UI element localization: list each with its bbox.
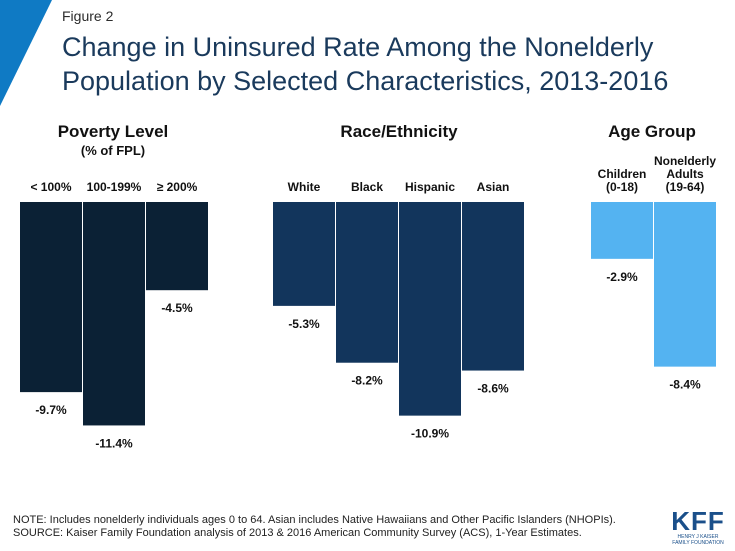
- value-label: -9.7%: [35, 403, 67, 417]
- value-label: -10.9%: [411, 427, 449, 441]
- logo-subline: HENRY J KAISER: [677, 534, 719, 540]
- category-label: ≥ 200%: [157, 180, 198, 194]
- corner-triangle: [0, 0, 52, 106]
- value-label: -5.3%: [288, 317, 320, 331]
- group-subtitle-poverty: (% of FPL): [80, 143, 146, 158]
- value-label: -8.4%: [669, 378, 701, 392]
- category-label: Asian: [477, 180, 510, 194]
- bar-black: [336, 202, 398, 363]
- category-label: Hispanic: [405, 180, 455, 194]
- figure-label: Figure 2: [62, 8, 114, 24]
- group-title-poverty: Poverty Level: [57, 122, 169, 141]
- logo-wordmark: KFF: [671, 506, 725, 536]
- note-line: NOTE: Includes nonelderly individuals ag…: [13, 514, 616, 526]
- category-label: White: [288, 180, 321, 194]
- bar-100-199: [83, 202, 145, 426]
- value-label: -8.2%: [351, 374, 383, 388]
- bar-chart: < 100% -9.7% 100-199% -11.4% ≥ 200% -4.5% Whit…: [20, 154, 716, 450]
- category-label: 100-199%: [87, 180, 142, 194]
- category-label: Children (0-18): [598, 167, 647, 194]
- bar-nonelderly-adults-19-64: [654, 202, 716, 367]
- footnote: NOTE: Includes nonelderly individuals ag…: [13, 514, 653, 540]
- bar-200: [146, 202, 208, 291]
- page-title: Change in Uninsured Rate Among the Nonel…: [62, 32, 669, 96]
- group-title-age: Age Group: [608, 122, 696, 141]
- source-line: SOURCE: Kaiser Family Foundation analysi…: [13, 527, 582, 539]
- group-title-race: Race/Ethnicity: [340, 122, 458, 141]
- value-label: -11.4%: [95, 436, 133, 450]
- bar-asian: [462, 202, 524, 371]
- category-label: Black: [351, 180, 383, 194]
- bar-hispanic: [399, 202, 461, 416]
- bar-white: [273, 202, 335, 306]
- category-label: Nonelderly Adults (19-64): [654, 154, 716, 194]
- value-label: -2.9%: [606, 270, 638, 284]
- kff-logo: KFF HENRY J KAISER FAMILY FOUNDATION: [668, 508, 728, 546]
- bar-100: [20, 202, 82, 393]
- category-label: < 100%: [30, 180, 71, 194]
- value-label: -8.6%: [477, 382, 509, 396]
- corner-accent: [0, 0, 52, 106]
- bar-children-0-18: [591, 202, 653, 259]
- logo-subline: FAMILY FOUNDATION: [672, 540, 724, 546]
- value-label: -4.5%: [161, 301, 193, 315]
